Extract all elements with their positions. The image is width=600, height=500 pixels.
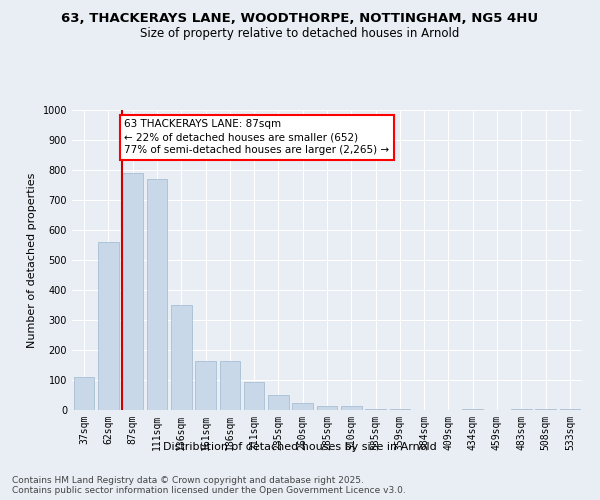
Bar xyxy=(122,173,143,410)
Bar xyxy=(244,382,265,410)
Bar xyxy=(463,408,483,410)
Bar xyxy=(292,404,313,410)
Bar xyxy=(98,242,119,410)
Text: 63 THACKERAYS LANE: 87sqm
← 22% of detached houses are smaller (652)
77% of semi: 63 THACKERAYS LANE: 87sqm ← 22% of detac… xyxy=(124,119,389,156)
Text: Contains HM Land Registry data © Crown copyright and database right 2025.
Contai: Contains HM Land Registry data © Crown c… xyxy=(12,476,406,495)
Bar xyxy=(268,395,289,410)
Bar xyxy=(560,408,580,410)
Y-axis label: Number of detached properties: Number of detached properties xyxy=(27,172,37,348)
Bar xyxy=(535,408,556,410)
Bar xyxy=(341,406,362,410)
Text: Distribution of detached houses by size in Arnold: Distribution of detached houses by size … xyxy=(163,442,437,452)
Bar xyxy=(195,360,216,410)
Bar xyxy=(317,406,337,410)
Bar xyxy=(389,408,410,410)
Text: 63, THACKERAYS LANE, WOODTHORPE, NOTTINGHAM, NG5 4HU: 63, THACKERAYS LANE, WOODTHORPE, NOTTING… xyxy=(61,12,539,26)
Bar xyxy=(171,305,191,410)
Bar xyxy=(146,179,167,410)
Bar xyxy=(365,408,386,410)
Bar xyxy=(74,377,94,410)
Bar xyxy=(511,408,532,410)
Bar xyxy=(220,360,240,410)
Text: Size of property relative to detached houses in Arnold: Size of property relative to detached ho… xyxy=(140,28,460,40)
